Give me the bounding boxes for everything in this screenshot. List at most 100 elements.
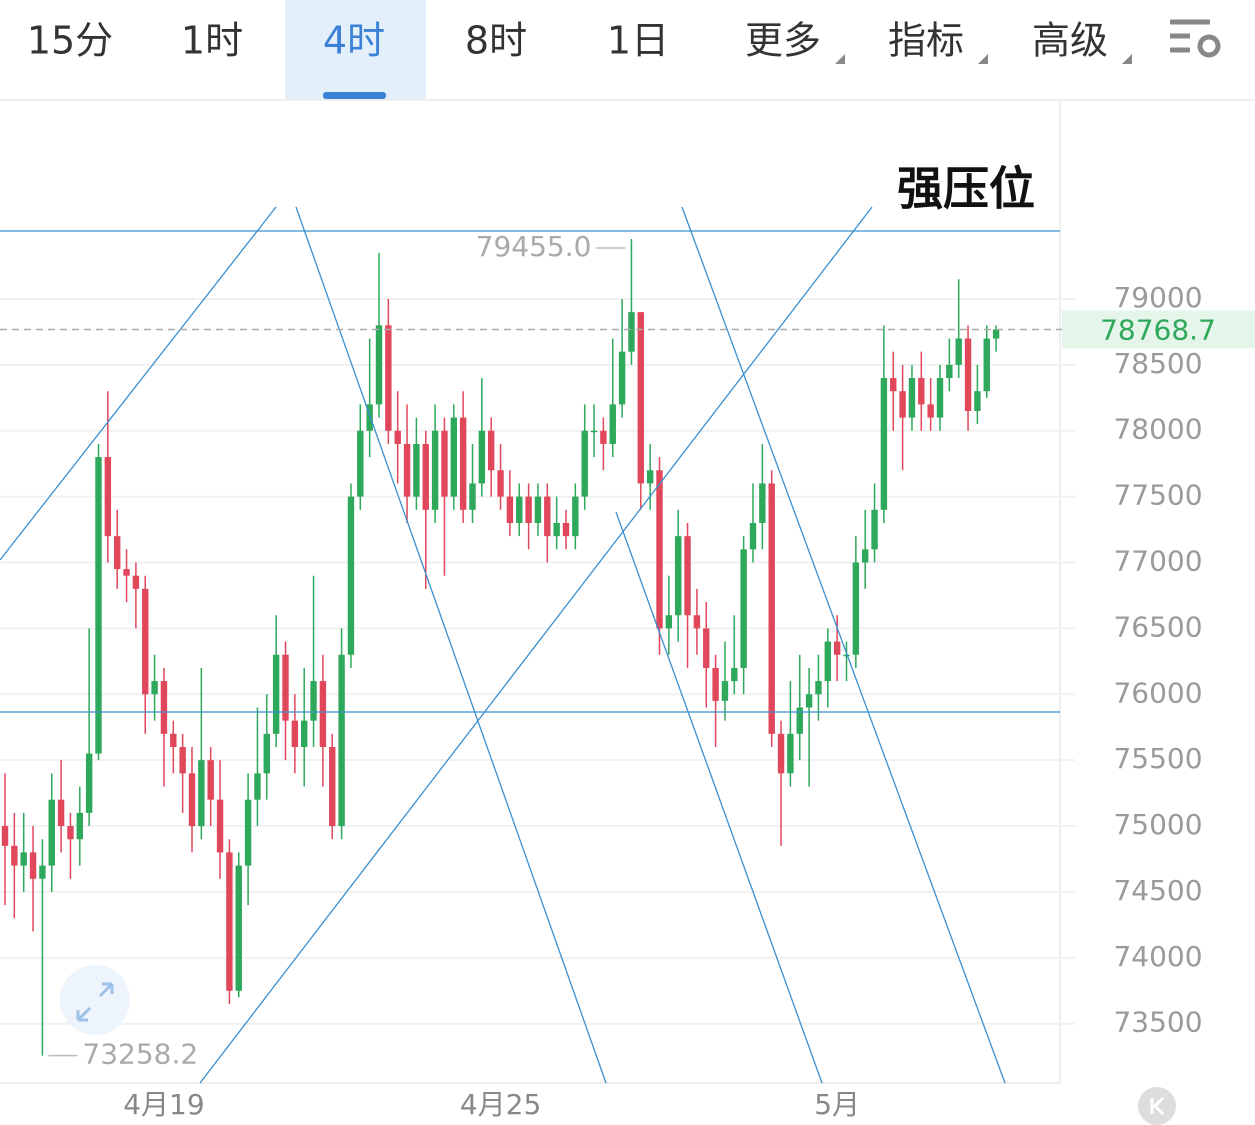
dropdown-triangle: [1122, 54, 1132, 64]
tab[interactable]: 1日: [607, 19, 669, 63]
y-tick-label: 76500: [1113, 610, 1202, 643]
candle-body: [890, 378, 897, 392]
candle-body: [422, 443, 429, 510]
tab[interactable]: 指标: [888, 19, 964, 63]
candle-body: [235, 865, 242, 991]
candle-body: [329, 746, 336, 827]
trend-line: [0, 206, 277, 561]
candle-body: [871, 509, 878, 550]
candle-body: [936, 378, 944, 418]
candle-body: [282, 654, 289, 721]
candle-body: [525, 496, 532, 523]
overlay: 79455.0 73258.2 78768.7: [0, 230, 1255, 1071]
candle-body: [544, 496, 551, 537]
tab[interactable]: 4时: [323, 19, 385, 63]
annotation: 强压位: [897, 162, 1035, 216]
candle-body: [600, 430, 607, 444]
candle-body: [357, 430, 364, 497]
candle-body: [20, 852, 27, 866]
candle-body: [95, 457, 102, 754]
candle-body: [272, 654, 280, 734]
y-tick-label: 75000: [1113, 808, 1202, 841]
y-tick-label: 78500: [1113, 347, 1202, 380]
candle-body: [506, 496, 514, 523]
y-tick-label: 76000: [1113, 676, 1202, 709]
candle-body: [207, 760, 214, 800]
candle-body: [759, 483, 766, 523]
y-tick-label: 79000: [1113, 281, 1202, 314]
candle-body: [805, 694, 813, 708]
y-tick-label: 77500: [1113, 479, 1202, 512]
dropdown-triangle: [835, 54, 845, 64]
y-tick-label: 74500: [1113, 874, 1202, 907]
expand-button[interactable]: [60, 965, 130, 1035]
grid: 73500 74000 74500 75000 75500 76000 76500 77000…: [0, 281, 1203, 1121]
candle-body: [497, 470, 504, 497]
candle-body: [721, 681, 729, 701]
candle-body: [675, 536, 682, 616]
candle-body: [516, 496, 523, 523]
reset-button[interactable]: [1138, 1087, 1176, 1125]
candle-body: [338, 654, 345, 827]
drawn-lines: [0, 206, 1060, 1084]
candle-body: [469, 483, 476, 510]
candle-body: [11, 845, 18, 866]
tab[interactable]: 更多: [745, 19, 821, 63]
candle-body: [553, 522, 560, 537]
candle-body: [142, 588, 149, 695]
candle-body: [946, 364, 953, 379]
candle-body: [899, 391, 906, 418]
candle-body: [431, 430, 439, 510]
candle-body: [581, 430, 588, 497]
candle-body: [787, 733, 794, 774]
candle-body: [310, 681, 317, 721]
y-tick-label: 78000: [1113, 413, 1202, 446]
candle-body: [226, 852, 233, 991]
candle-body: [768, 483, 775, 734]
candle-body: [347, 496, 355, 655]
candle-body: [1, 826, 9, 846]
expand-icon: [76, 982, 114, 1022]
candle-body: [85, 753, 93, 813]
candle-body: [132, 575, 140, 589]
candle-body: [198, 760, 205, 827]
candle-body: [824, 641, 831, 682]
candle-body: [319, 681, 327, 747]
candle-body: [403, 443, 411, 497]
candle-body: [160, 681, 168, 734]
candle-body: [263, 733, 270, 774]
candle-body: [413, 443, 420, 497]
candle-body: [366, 404, 373, 431]
candle-body: [992, 329, 1000, 339]
candle-body: [104, 457, 112, 537]
candle-body: [693, 615, 701, 629]
x-tick-label: 4月25: [460, 1088, 541, 1121]
candle-body: [375, 325, 383, 405]
candle-body: [964, 338, 972, 411]
tab[interactable]: 1时: [181, 19, 243, 63]
candle-body: [48, 799, 55, 866]
candle-body: [843, 654, 850, 657]
tab[interactable]: 15分: [27, 19, 113, 63]
candle-body: [777, 733, 785, 774]
candle-body: [114, 536, 121, 570]
settings-icon[interactable]: [1170, 19, 1221, 58]
tab[interactable]: 8时: [465, 19, 527, 63]
candle-body: [749, 522, 757, 550]
candle-body: [609, 404, 616, 444]
y-tick-label: 73500: [1113, 1006, 1202, 1039]
y-tick-label: 77000: [1113, 545, 1202, 578]
candle-body: [123, 569, 130, 576]
candle-body: [665, 615, 673, 629]
candle-body: [291, 720, 299, 747]
trend-line: [615, 511, 823, 1084]
y-tick-label: 75500: [1113, 742, 1202, 775]
tab[interactable]: 高级: [1032, 19, 1108, 63]
tab-indicator: [323, 92, 386, 99]
candle-body: [918, 378, 925, 405]
trend-line: [681, 206, 1006, 1084]
candle-body: [796, 707, 803, 734]
candle-body: [712, 667, 719, 701]
last-price-bg: [1062, 310, 1255, 349]
